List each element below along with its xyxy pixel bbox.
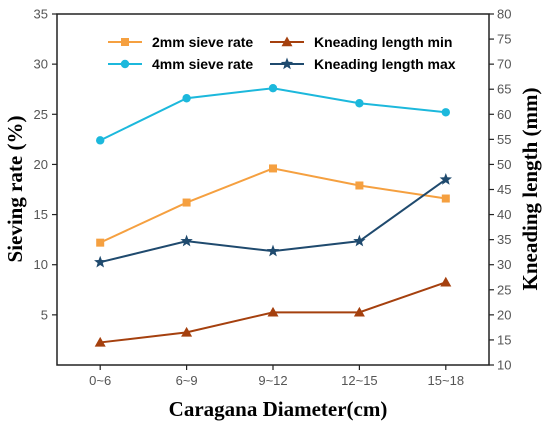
right-axis-tick-label: 20 [497, 307, 511, 322]
legend-item: 4mm sieve rate [108, 56, 253, 72]
data-point [266, 244, 280, 257]
legend-item: Kneading length min [270, 34, 452, 50]
right-axis-tick-label: 75 [497, 32, 511, 47]
left-axis-tick-label: 15 [34, 207, 48, 222]
legend-item: 2mm sieve rate [108, 34, 253, 50]
right-axis-tick-label: 15 [497, 332, 511, 347]
axes: 5 10 15 20 25 30 35 10 15 20 25 30 35 40 45 50 55 60 65 70 7… [34, 7, 512, 389]
series-0 [96, 164, 450, 247]
data-point [180, 234, 193, 247]
right-axis-tick-label: 30 [497, 257, 511, 272]
legend-marker [281, 36, 293, 47]
right-axis-tick-label: 55 [497, 132, 511, 147]
right-axis-tick-label: 70 [497, 57, 511, 72]
data-point [182, 198, 191, 207]
x-axis-tick-label: 15~18 [428, 373, 465, 388]
legend-marker [280, 57, 294, 70]
right-axis-tick-label: 60 [497, 107, 511, 122]
x-axis-tick-label: 12~15 [341, 373, 378, 388]
left-axis-title: Sieving rate (%) [3, 116, 27, 263]
left-axis-tick-label: 10 [34, 257, 48, 272]
x-axis-title: Caragana Diameter(cm) [169, 397, 388, 421]
data-point [355, 99, 364, 108]
data-point [439, 172, 452, 185]
x-axis-tick-label: 0~6 [89, 373, 111, 388]
right-axis-tick-label: 45 [497, 182, 511, 197]
right-axis-tick-label: 10 [497, 358, 511, 373]
legend-marker [121, 38, 129, 46]
x-axis-tick-label: 6~9 [176, 373, 198, 388]
right-axis-tick-label: 25 [497, 282, 511, 297]
data-point [181, 326, 193, 337]
legend-label: Kneading length min [314, 34, 452, 50]
right-axis-tick-label: 80 [497, 7, 511, 22]
right-axis-tick-label: 35 [497, 232, 511, 247]
legend-label: 2mm sieve rate [152, 34, 253, 50]
series-2 [94, 276, 452, 347]
legend-item: Kneading length max [270, 56, 456, 72]
data-point [94, 336, 106, 347]
legend-label: 4mm sieve rate [152, 56, 253, 72]
legend-label: Kneading length max [314, 56, 456, 72]
series-3 [94, 172, 452, 268]
series-1 [96, 84, 450, 145]
data-point [440, 276, 452, 287]
data-point [269, 164, 277, 173]
data-point [355, 181, 364, 190]
right-axis-tick-label: 50 [497, 157, 511, 172]
legend-marker [120, 59, 130, 69]
right-axis-title: Kneading length (mm) [518, 87, 542, 290]
data-point [353, 306, 365, 317]
data-point [268, 84, 278, 93]
data-point [182, 94, 191, 103]
series-line [99, 167, 446, 244]
series-line [99, 87, 446, 142]
left-axis-tick-label: 5 [41, 307, 48, 322]
left-axis-tick-label: 25 [34, 107, 48, 122]
left-axis-tick-label: 35 [34, 7, 48, 22]
series-layer [94, 84, 452, 347]
data-point [94, 255, 107, 268]
data-point [441, 194, 450, 203]
right-axis-tick-label: 65 [497, 82, 511, 97]
x-axis-tick-label: 9~12 [258, 373, 287, 388]
left-axis-tick-label: 30 [34, 57, 48, 72]
data-point [353, 234, 366, 247]
data-point [96, 136, 105, 145]
data-point [267, 306, 279, 317]
data-point [96, 238, 105, 247]
right-axis-tick-label: 40 [497, 207, 511, 222]
legend: 2mm sieve rate 4mm sieve rate Kneading len… [108, 34, 456, 72]
left-axis-tick-label: 20 [34, 157, 48, 172]
data-point [441, 108, 450, 117]
